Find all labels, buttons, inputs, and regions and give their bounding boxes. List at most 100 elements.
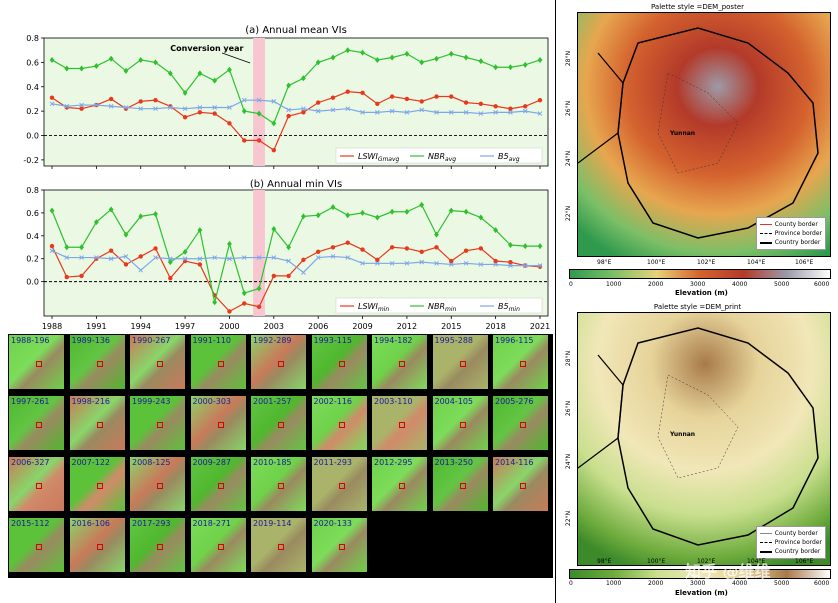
pixel-marker: [157, 483, 163, 489]
point-1-0-12: [227, 309, 232, 314]
point-0-2-24: [404, 110, 410, 115]
point-0-0-27: [449, 94, 454, 99]
point-0-1-8: [167, 70, 173, 77]
point-1-1-21: [360, 209, 365, 216]
legend-box-1: [335, 297, 543, 314]
point-0-2-16: [286, 107, 291, 113]
legend-label-sub-1-2: min: [509, 306, 521, 313]
point-1-2-24: [404, 260, 410, 266]
legend-label-sub-0-2: avg: [509, 156, 520, 163]
cbar2-label: Elevation (m): [675, 589, 728, 597]
thumbnail-label: 1992-289: [253, 336, 292, 345]
point-0-0-28: [463, 100, 469, 105]
point-0-1-16: [286, 82, 292, 89]
point-1-1-3: [93, 219, 99, 226]
map1-xtick-102: 102°E: [697, 259, 716, 266]
point-1-0-21: [360, 247, 365, 252]
point-1-0-18: [315, 249, 321, 255]
thumbnail-2005-276: 2005-276: [492, 395, 549, 451]
pixel-marker: [399, 422, 405, 428]
plot-area-0: [43, 37, 549, 167]
point-0-2-29: [478, 111, 484, 116]
point-1-1-1: [64, 244, 70, 251]
map-place-yunnan: Yunnan: [670, 130, 696, 137]
point-0-1-31: [508, 64, 513, 71]
point-0-1-21: [360, 49, 365, 56]
point-0-1-3: [93, 63, 99, 70]
legend-label-0-2: B5avg: [498, 152, 520, 163]
conversion-band-0: [253, 38, 265, 166]
point-0-2-26: [434, 110, 439, 115]
thumbnail-label: 2019-114: [253, 519, 292, 528]
point-1-1-12: [227, 240, 232, 247]
point-0-2-31: [508, 110, 513, 115]
point-1-1-22: [374, 214, 380, 221]
pixel-marker: [459, 483, 466, 489]
thumbnail-label: 2012-295: [374, 458, 413, 467]
point-0-0-22: [375, 101, 380, 107]
point-1-0-13: [242, 301, 247, 306]
annotation-arrow: [221, 52, 251, 64]
point-1-2-18: [315, 255, 321, 260]
point-1-0-4: [108, 248, 114, 253]
point-1-1-25: [419, 201, 425, 208]
point-1-2-30: [493, 262, 498, 267]
point-0-1-24: [404, 50, 410, 57]
point-1-2-0: [49, 248, 55, 254]
point-0-0-10: [197, 110, 203, 115]
point-0-2-15: [271, 99, 277, 104]
map1-xtick-104: 104°E: [747, 259, 766, 266]
thumbnail-2020-133: 2020-133: [310, 517, 368, 573]
point-0-2-32: [522, 108, 528, 114]
ytick-label-0-1: 0.0: [26, 132, 39, 141]
legend-label-main-1-0: LSWI: [358, 302, 378, 311]
map1-ytick-24: 24°N: [565, 150, 573, 167]
map-legend-poster: County border Province border Country bo…: [755, 217, 826, 250]
point-1-1-2: [79, 244, 84, 251]
legend-label-sub-1-1: min: [445, 306, 457, 313]
legend-label-0-0: LSWIGmavg: [358, 152, 400, 163]
point-0-1-32: [522, 61, 528, 68]
map2-ytick-26: 26°N: [565, 400, 573, 417]
xtick-label-8: 2012: [397, 322, 417, 331]
thumbnail-2012-295: 2012-295: [371, 456, 428, 512]
point-0-1-11: [212, 77, 218, 84]
point-1-2-33: [537, 263, 543, 268]
point-1-1-20: [345, 212, 351, 219]
pixel-marker: [338, 483, 345, 489]
pixel-marker: [520, 361, 526, 367]
thumbnail-label: 1988-196: [11, 336, 50, 345]
map2-ytick-28: 28°N: [565, 350, 573, 367]
thumbnail-1993-115: 1993-115: [310, 334, 368, 390]
map2-ytick-22: 22°N: [565, 510, 573, 527]
dem-poster-map: Yunnan County border Province border Cou…: [577, 12, 831, 257]
point-1-0-8: [168, 276, 173, 281]
point-0-0-17: [301, 110, 306, 115]
point-1-0-14: [256, 304, 262, 310]
conversion-band-1: [253, 190, 265, 316]
point-0-1-6: [138, 56, 144, 63]
point-0-1-9: [182, 89, 188, 96]
point-1-2-13: [241, 255, 247, 260]
point-1-1-19: [330, 204, 336, 211]
point-0-1-26: [434, 55, 439, 62]
pixel-marker: [96, 361, 103, 367]
thumbnail-2003-110: 2003-110: [371, 395, 428, 451]
thumbnail-label: 2013-250: [434, 458, 474, 467]
conversion-annotation: Conversion year: [170, 44, 243, 53]
point-0-1-18: [315, 59, 321, 66]
point-0-2-2: [79, 102, 84, 108]
pixel-marker: [338, 422, 345, 428]
point-0-2-12: [227, 105, 232, 110]
point-1-0-25: [419, 249, 424, 255]
cbar2-tick-0: 0: [569, 580, 573, 587]
point-1-1-30: [493, 227, 499, 234]
point-1-2-5: [123, 254, 129, 259]
point-1-1-13: [241, 290, 247, 297]
point-0-2-13: [241, 97, 247, 103]
legend-country: Country border: [759, 238, 822, 247]
thumbnail-label: 1993-115: [313, 336, 353, 345]
point-0-1-5: [123, 67, 129, 74]
xtick-label-6: 2006: [308, 322, 328, 331]
legend-label-1-1: NBRmin: [428, 302, 457, 313]
